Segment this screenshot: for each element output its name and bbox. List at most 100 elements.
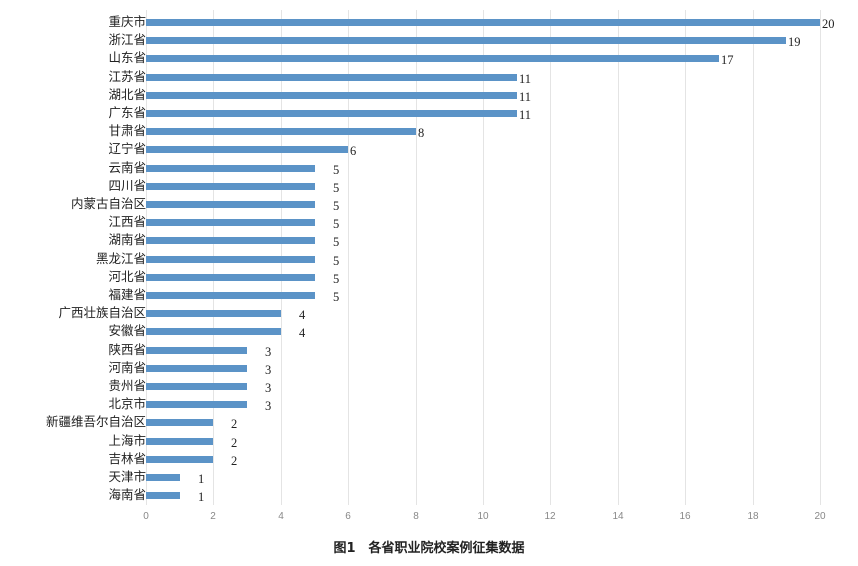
x-tick-label: 0	[143, 511, 149, 522]
value-label: 2	[231, 453, 238, 468]
category-label: 安徽省	[108, 323, 146, 339]
value-label: 3	[265, 344, 272, 359]
value-label: 5	[333, 253, 340, 268]
x-tick-label: 18	[747, 511, 759, 522]
category-label: 广西壮族自治区	[58, 305, 146, 321]
bar	[146, 219, 315, 227]
bar	[146, 328, 281, 336]
category-label: 河北省	[108, 268, 146, 284]
category-label: 湖南省	[108, 232, 146, 248]
category-label: 吉林省	[108, 450, 146, 466]
category-label: 上海市	[108, 432, 146, 448]
x-tick-label: 20	[814, 511, 826, 522]
category-label: 江苏省	[108, 68, 146, 84]
bar	[146, 164, 315, 172]
value-label: 3	[265, 362, 272, 377]
value-label: 5	[333, 271, 340, 286]
category-label: 新疆维吾尔自治区	[45, 414, 146, 430]
bar	[146, 128, 416, 136]
category-label: 福建省	[108, 287, 146, 302]
value-label: 11	[519, 71, 532, 86]
bar	[146, 346, 247, 354]
category-label: 北京市	[108, 396, 146, 412]
bar	[146, 19, 820, 26]
bar	[146, 55, 719, 63]
bar	[146, 455, 213, 463]
value-label: 6	[350, 144, 357, 159]
value-label: 19	[788, 35, 801, 50]
category-label: 江西省	[108, 214, 146, 230]
bar	[146, 273, 315, 281]
bar	[146, 364, 247, 372]
gridline	[820, 10, 821, 505]
value-label: 1	[198, 472, 205, 486]
value-label: 5	[333, 235, 340, 250]
x-tick-label: 14	[612, 511, 624, 522]
category-label: 陕西省	[108, 341, 146, 357]
category-label: 广东省	[108, 105, 146, 120]
value-label: 3	[265, 399, 272, 414]
category-label: 云南省	[108, 159, 146, 175]
bar	[146, 292, 315, 299]
bar	[146, 91, 517, 99]
category-label: 甘肃省	[108, 123, 146, 139]
category-label: 河南省	[108, 359, 146, 375]
gridline	[753, 10, 754, 505]
x-tick-label: 8	[413, 511, 419, 522]
bar	[146, 383, 247, 390]
bar	[146, 401, 247, 409]
category-label: 浙江省	[108, 32, 146, 48]
bar	[146, 419, 213, 427]
value-label: 11	[519, 108, 532, 122]
category-label: 天津市	[108, 469, 146, 484]
gridline	[685, 10, 686, 505]
bar	[146, 146, 348, 154]
bar	[146, 73, 517, 81]
category-label: 贵州省	[108, 378, 146, 393]
value-label: 5	[333, 290, 340, 304]
bar	[146, 492, 180, 500]
value-label: 1	[198, 490, 205, 505]
bar	[146, 201, 315, 208]
category-label: 海南省	[108, 487, 146, 503]
category-label: 辽宁省	[108, 141, 146, 157]
value-label: 20	[822, 17, 835, 31]
category-label: 四川省	[108, 177, 146, 193]
value-label: 4	[299, 308, 306, 323]
gridline	[618, 10, 619, 505]
bar	[146, 182, 315, 190]
gridline	[416, 10, 417, 505]
value-label: 11	[519, 89, 532, 104]
x-tick-label: 12	[544, 511, 556, 522]
x-tick-label: 2	[210, 511, 216, 522]
gridline	[483, 10, 484, 505]
value-label: 8	[418, 126, 425, 141]
category-label: 内蒙古自治区	[70, 196, 146, 211]
category-label: 湖北省	[108, 86, 146, 102]
value-label: 3	[265, 381, 272, 395]
value-label: 5	[333, 162, 340, 177]
bar	[146, 110, 517, 117]
bar	[146, 37, 786, 45]
value-label: 5	[333, 180, 340, 195]
bar	[146, 437, 213, 445]
value-label: 2	[231, 435, 238, 450]
value-label: 5	[333, 199, 340, 213]
value-label: 5	[333, 217, 340, 232]
category-label: 重庆市	[108, 14, 146, 29]
figure-caption: 图1 各省职业院校案例征集数据	[333, 541, 525, 556]
gridline	[348, 10, 349, 505]
x-tick-label: 6	[345, 511, 351, 522]
value-label: 17	[721, 53, 734, 68]
x-tick-label: 10	[477, 511, 489, 522]
x-tick-label: 4	[278, 511, 284, 522]
value-label: 2	[231, 417, 238, 432]
category-label: 黑龙江省	[95, 250, 146, 266]
bar	[146, 255, 315, 263]
value-label: 4	[299, 326, 306, 341]
gridline	[550, 10, 551, 505]
x-tick-label: 16	[679, 511, 691, 522]
category-label: 山东省	[108, 50, 146, 66]
bar	[146, 474, 180, 481]
